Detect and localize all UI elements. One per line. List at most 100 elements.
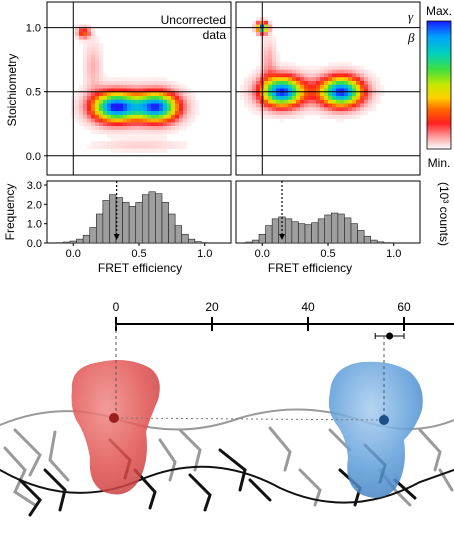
- heatmap-cell: [91, 50, 96, 55]
- heatmap-cell: [99, 77, 104, 82]
- heatmap-cell: [344, 103, 349, 108]
- heatmap-cell: [284, 73, 289, 78]
- heatmap-cell: [115, 118, 120, 123]
- heatmap-cell: [139, 137, 144, 142]
- heatmap-cell: [352, 103, 357, 108]
- heatmap-cell: [95, 73, 100, 78]
- heatmap-cell: [91, 103, 96, 108]
- heatmap-cell: [268, 103, 273, 108]
- heatmap-cell: [320, 65, 325, 70]
- heatmap-cell: [87, 43, 92, 48]
- heatmap-cell: [332, 88, 337, 93]
- heatmap-cell: [119, 114, 124, 119]
- heatmap-cell: [167, 141, 172, 146]
- heatmap-cell: [79, 96, 84, 101]
- heatmap-cell: [155, 114, 160, 119]
- heatmap-cell: [135, 99, 140, 104]
- heatmap-cell: [127, 80, 132, 86]
- heatmap-cell: [147, 99, 152, 104]
- heatmap-cell: [95, 39, 100, 44]
- heatmap-cell: [139, 92, 144, 97]
- heatmap-cell: [360, 96, 365, 101]
- heatmap-cell: [123, 141, 128, 146]
- heatmap-cell: [284, 65, 289, 70]
- heatmap-cell: [127, 141, 132, 146]
- heatmap-cell: [324, 65, 329, 70]
- heatmap-cell: [195, 103, 200, 108]
- heatmap-cell: [155, 133, 160, 138]
- histogram-bar: [258, 234, 266, 244]
- heatmap-cell: [123, 111, 128, 116]
- heatmap-cell: [300, 84, 305, 89]
- heatmap-cell: [87, 65, 92, 70]
- heatmap-cell: [127, 96, 132, 101]
- heatmap-cell: [272, 54, 277, 59]
- heatmap-cell: [288, 62, 293, 67]
- heatmap-cell: [276, 65, 281, 70]
- heatmap-cell: [296, 96, 301, 101]
- distance-scale: 0 20 40 60: [113, 300, 454, 340]
- heatmap-cell: [252, 28, 257, 33]
- heatmap-cell: [159, 122, 164, 127]
- y-tick-label: 0.0: [27, 238, 42, 250]
- heatmap-cell: [135, 144, 140, 149]
- heatmap-cell: [324, 69, 329, 74]
- colorbar-min-label: Min.: [428, 156, 451, 170]
- heatmap-cell: [308, 111, 313, 116]
- heatmap-cell: [155, 84, 160, 89]
- heatmap-cell: [179, 118, 184, 123]
- heatmap-cell: [268, 62, 273, 67]
- heatmap-cell: [280, 107, 285, 112]
- heatmap-cell: [159, 118, 164, 123]
- heatmap-cell: [328, 103, 333, 108]
- heatmap-cell: [264, 99, 269, 104]
- heatmap-cell: [99, 62, 104, 67]
- heatmap-cell: [167, 118, 172, 123]
- heatmap-cell: [332, 62, 337, 67]
- heatmap-cell: [167, 103, 172, 108]
- heatmap-cell: [364, 84, 369, 89]
- heatmap-cell: [316, 84, 321, 89]
- histogram-bar: [245, 241, 253, 244]
- heatmap-cell: [143, 77, 148, 82]
- heatmap-cell: [280, 69, 285, 74]
- heatmap-cell: [272, 69, 277, 74]
- heatmap-cell: [252, 103, 257, 108]
- heatmap-cell: [264, 28, 269, 33]
- heatmap-cell: [167, 107, 172, 112]
- heatmap-cell: [171, 114, 176, 119]
- heatmap-cell: [256, 69, 261, 74]
- heatmap-cell: [103, 96, 108, 101]
- heatmap-cell: [155, 137, 160, 142]
- heatmap-cell: [332, 114, 337, 119]
- heatmap-cell: [171, 99, 176, 104]
- heatmap-cell: [360, 88, 365, 93]
- heatmap-cell: [320, 99, 325, 104]
- heatmap-cell: [360, 73, 365, 78]
- heatmap-cell: [312, 77, 317, 82]
- heatmap-cell: [352, 92, 357, 97]
- heatmap-cell: [111, 103, 116, 108]
- heatmap-cell: [364, 69, 369, 74]
- heatmap-cell: [83, 69, 88, 74]
- heatmap-cell: [288, 114, 293, 119]
- heatmap-cell: [171, 107, 176, 112]
- heatmap-cell: [296, 73, 301, 78]
- heatmap-cell: [332, 80, 337, 86]
- heatmap-cell: [91, 62, 96, 67]
- heatmap-cell: [360, 65, 365, 70]
- heatmap-cell: [147, 96, 152, 101]
- heatmap-cell: [332, 69, 337, 74]
- heatmap-cell: [268, 96, 273, 101]
- heatmap-cell: [111, 77, 116, 82]
- heatmap-cell: [127, 129, 132, 134]
- heatmap-cell: [91, 73, 96, 78]
- heatmap-cell: [376, 99, 381, 104]
- heatmap-cell: [324, 111, 329, 116]
- heatmap-cell: [163, 99, 168, 104]
- heatmap-cell: [316, 96, 321, 101]
- heatmap-cell: [280, 65, 285, 70]
- heatmap-cell: [159, 107, 164, 112]
- heatmap-cell: [352, 99, 357, 104]
- heatmap-cell: [143, 129, 148, 134]
